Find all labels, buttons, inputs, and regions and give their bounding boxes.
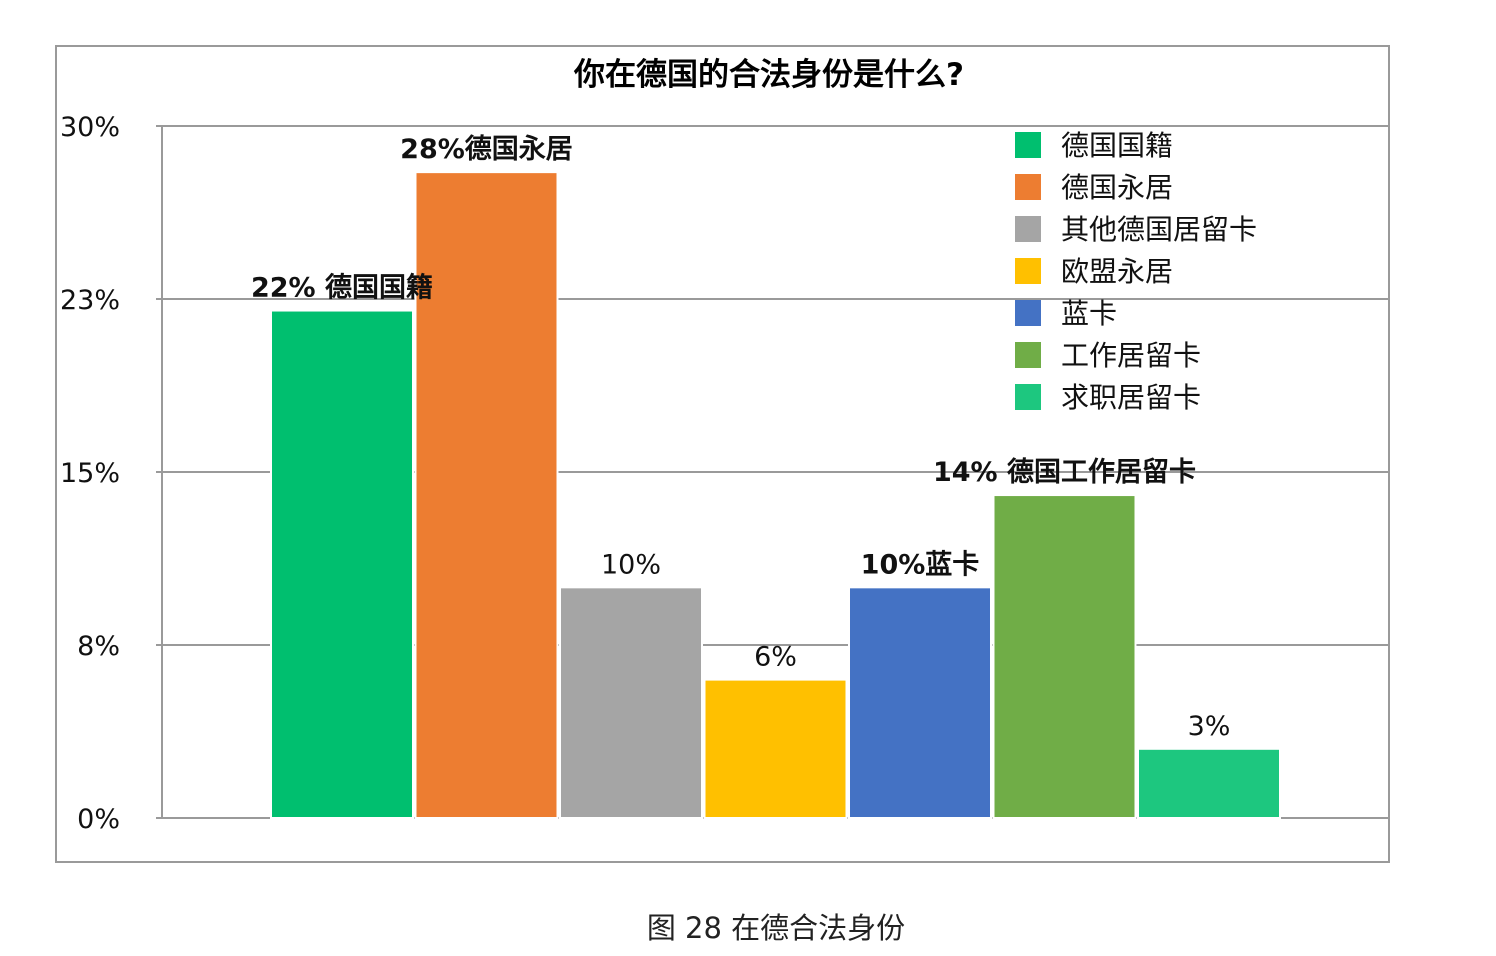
legend-swatch: [1015, 384, 1041, 410]
data-label-4: 6%: [754, 642, 797, 673]
y-tick-label: 23%: [60, 285, 120, 316]
bar-1: [270, 309, 414, 819]
legend-label: 德国国籍: [1061, 129, 1174, 162]
y-tick-label: 15%: [60, 458, 120, 489]
legend-label: 德国永居: [1061, 171, 1174, 204]
data-label-2: 28%德国永居: [400, 134, 573, 165]
legend-swatch: [1015, 342, 1041, 368]
chart-title: 你在德国的合法身份是什么?: [573, 57, 964, 93]
data-label-6: 14% 德国工作居留卡: [933, 457, 1196, 488]
legend-swatch: [1015, 132, 1041, 158]
bar-6: [992, 494, 1137, 819]
data-label-5: 10%蓝卡: [861, 549, 980, 580]
y-tick-label: 8%: [77, 631, 120, 662]
y-tick-label: 30%: [60, 112, 120, 143]
bar-7: [1137, 747, 1281, 819]
legend-label: 求职居留卡: [1061, 381, 1202, 414]
figure-caption: 图 28 在德合法身份: [646, 911, 906, 945]
legend-label: 其他德国居留卡: [1061, 213, 1258, 246]
bar-5: [848, 586, 992, 819]
legend-label: 工作居留卡: [1061, 339, 1202, 372]
data-label-7: 3%: [1188, 711, 1231, 742]
y-tick-label: 0%: [77, 804, 120, 835]
legend-label: 欧盟永居: [1061, 255, 1174, 288]
legend-swatch: [1015, 300, 1041, 326]
legend-swatch: [1015, 216, 1041, 242]
data-label-1: 22% 德国国籍: [251, 272, 433, 304]
legend-swatch: [1015, 258, 1041, 284]
data-label-3: 10%: [601, 549, 661, 580]
bar-2: [414, 171, 559, 819]
bar-4: [703, 678, 848, 819]
legend-label: 蓝卡: [1061, 297, 1118, 330]
bar-3: [559, 586, 703, 819]
legend-swatch: [1015, 174, 1041, 200]
